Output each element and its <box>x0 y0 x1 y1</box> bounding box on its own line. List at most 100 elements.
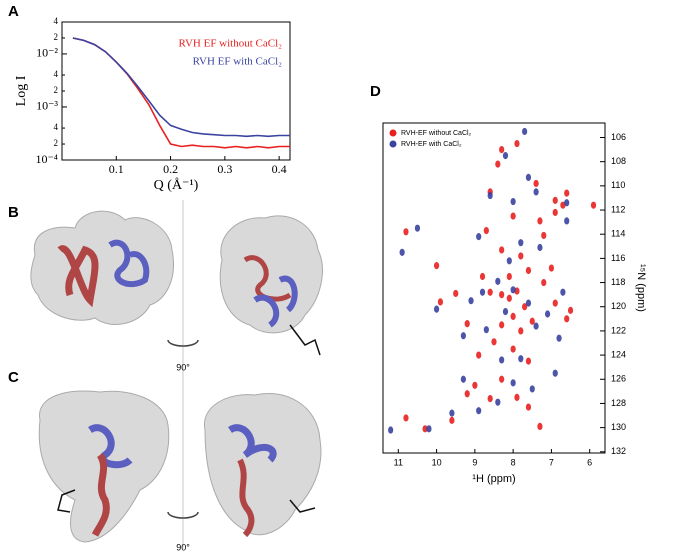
peak <box>433 305 440 313</box>
rotation-label: 90° <box>176 542 190 552</box>
peak <box>499 321 505 329</box>
helix-red <box>243 255 292 302</box>
rotation-arrow <box>167 511 199 519</box>
peak <box>502 152 509 160</box>
peak <box>468 297 474 305</box>
y-tick-label: 120 <box>611 301 626 311</box>
peak <box>476 351 482 359</box>
peak <box>533 188 539 196</box>
peak <box>564 217 570 225</box>
helix-red <box>57 245 99 308</box>
peak <box>533 322 539 330</box>
peak <box>460 375 466 383</box>
peak <box>495 160 501 168</box>
y-tick-label: 112 <box>611 204 625 214</box>
peak <box>552 196 558 204</box>
helix-red <box>237 458 255 538</box>
panel-label: D <box>370 83 381 100</box>
helix-blue <box>228 424 277 463</box>
structure-c-right <box>204 393 322 538</box>
peak <box>495 398 501 406</box>
peak <box>499 356 505 364</box>
peak <box>525 266 532 275</box>
peak <box>514 393 520 401</box>
peak <box>510 379 516 387</box>
peak <box>518 239 524 247</box>
structure-b-right <box>219 215 323 356</box>
density-envelope <box>30 210 174 325</box>
helix-red <box>91 453 110 537</box>
peak <box>525 403 532 411</box>
y-tick-label: 132 <box>611 446 626 456</box>
peak <box>560 288 566 296</box>
x-tick-label: 0.4 <box>272 162 287 176</box>
peak <box>525 299 532 307</box>
x-axis-label: ¹H (ppm) <box>472 473 515 485</box>
y-tick-label: 118 <box>611 277 625 287</box>
helix-blue <box>253 275 298 328</box>
peak <box>464 320 470 328</box>
y-tick-label: 128 <box>611 398 626 408</box>
peak <box>522 127 528 136</box>
peak <box>518 252 524 260</box>
peak <box>556 334 562 342</box>
peak <box>422 425 428 433</box>
legend-entry: RVH EF with CaCl₂ <box>193 56 283 68</box>
peak <box>510 286 516 294</box>
helix-blue <box>108 239 150 288</box>
peak <box>529 317 535 325</box>
y-tick-label: 10⁻⁴ <box>35 152 58 166</box>
peak <box>541 231 547 240</box>
structure-c-left <box>38 390 170 543</box>
peak <box>476 407 482 415</box>
legend-entry: RVH-EF with CaCl₂ <box>401 141 462 148</box>
peak <box>449 416 455 424</box>
rotation-arrow <box>167 339 199 347</box>
peak <box>564 189 570 197</box>
peak <box>388 426 394 434</box>
y-tick-label: 122 <box>611 325 626 335</box>
peak <box>518 355 524 363</box>
y-tick-label: 124 <box>611 349 626 359</box>
peak <box>499 375 505 383</box>
panel-label: B <box>8 204 19 221</box>
y-tick-label: 2 <box>54 85 59 95</box>
peak <box>449 409 455 417</box>
x-tick-label: 0.1 <box>109 162 124 176</box>
y-tick-label: 114 <box>611 229 625 239</box>
peak <box>537 217 543 225</box>
peak <box>510 212 516 220</box>
peak <box>495 277 501 285</box>
density-envelope <box>204 393 322 536</box>
peak <box>403 414 409 422</box>
peak <box>487 395 493 403</box>
peak <box>552 299 558 307</box>
peak <box>491 338 497 346</box>
legend-entry: RVH EF without CaCl₂ <box>179 38 283 50</box>
peak <box>479 272 486 281</box>
y-tick-label: 130 <box>611 422 626 432</box>
panel-label: C <box>8 369 19 386</box>
peak <box>464 390 470 398</box>
peak <box>552 208 558 217</box>
y-tick-label: 10⁻³ <box>36 99 58 113</box>
rotation-label: 90° <box>176 362 190 372</box>
plot-frame <box>382 122 606 454</box>
peak <box>548 264 555 272</box>
x-axis-label: Q (Å⁻¹) <box>154 177 199 193</box>
peak <box>537 422 543 431</box>
x-tick-label: 0.2 <box>163 162 178 176</box>
peak <box>502 307 509 316</box>
peak <box>510 197 516 206</box>
peak <box>426 425 432 433</box>
peak <box>472 381 478 389</box>
x-tick-label: 6 <box>587 457 592 467</box>
y-tick-label: 110 <box>611 180 625 190</box>
peak <box>403 228 409 236</box>
y-tick-label: 108 <box>611 156 626 166</box>
peak <box>537 243 543 252</box>
peak <box>514 139 520 148</box>
peak <box>483 326 489 334</box>
peak <box>499 145 505 154</box>
peak <box>522 303 528 311</box>
